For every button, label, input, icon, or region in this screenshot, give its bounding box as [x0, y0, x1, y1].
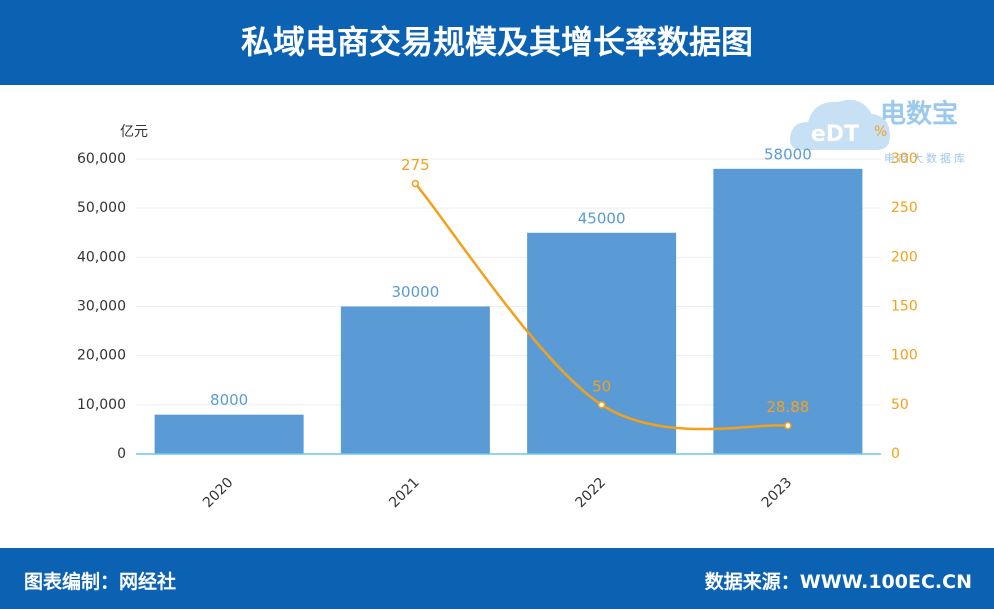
- bar-value-label: 30000: [392, 283, 440, 301]
- logo-name: 电数宝: [880, 99, 958, 130]
- y2-tick-label: 250: [891, 200, 918, 216]
- y2-tick-label: 50: [891, 397, 909, 413]
- y-tick-label: 20,000: [77, 348, 126, 364]
- line-point: [597, 401, 606, 409]
- page-title: 私域电商交易规模及其增长率数据图: [0, 0, 994, 85]
- y2-axis-title: %: [874, 124, 887, 140]
- line-value-label: 50: [592, 377, 611, 395]
- y-tick-label: 10,000: [77, 397, 126, 413]
- bar: [527, 232, 677, 454]
- bar: [154, 414, 304, 454]
- x-tick-label: 2023: [759, 475, 796, 512]
- y-tick-label: 0: [117, 446, 126, 462]
- line-point: [784, 421, 792, 430]
- y-tick-label: 40,000: [77, 249, 126, 265]
- logo-mark: eDT: [811, 122, 859, 147]
- y-tick-label: 50,000: [77, 200, 126, 216]
- x-tick-label: 2022: [573, 475, 610, 512]
- footer-right: 数据来源：WWW.100EC.CN: [704, 571, 972, 593]
- line-value-label: 275: [401, 156, 430, 174]
- y2-tick-label: 150: [891, 299, 918, 315]
- y2-tick-label: 100: [891, 348, 918, 364]
- bar: [340, 306, 490, 454]
- logo: eDT 电数宝 电商大数据库: [790, 99, 968, 165]
- y2-tick-label: 200: [891, 249, 918, 265]
- line-value-label: 28.88: [766, 398, 809, 416]
- footer-left: 图表编制：网经社: [24, 571, 177, 593]
- logo-cloud: [790, 99, 890, 150]
- bar: [713, 168, 863, 454]
- x-tick-label: 2020: [200, 475, 237, 512]
- x-tick-label: 2021: [386, 475, 423, 512]
- line: [414, 182, 789, 431]
- y-tick-label: 30,000: [77, 299, 126, 315]
- y-tick-label: 60,000: [77, 151, 126, 167]
- line-point: [411, 179, 420, 188]
- y-axis-title: 亿元: [120, 124, 148, 140]
- bar-value-label: 8000: [210, 391, 248, 409]
- chart: eDT 电数宝 电商大数据库 亿元 % 0 10,000 20,000 30,000 4…: [77, 99, 968, 512]
- y2-tick-label: 0: [891, 446, 900, 462]
- y2-tick-label: 300: [891, 151, 918, 167]
- bar-value-label: 45000: [578, 209, 626, 227]
- logo-tagline: 电商大数据库: [884, 151, 968, 165]
- bar-value-label: 58000: [764, 145, 812, 163]
- footer: 图表编制：网经社 数据来源：WWW.100EC.CN: [0, 548, 994, 609]
